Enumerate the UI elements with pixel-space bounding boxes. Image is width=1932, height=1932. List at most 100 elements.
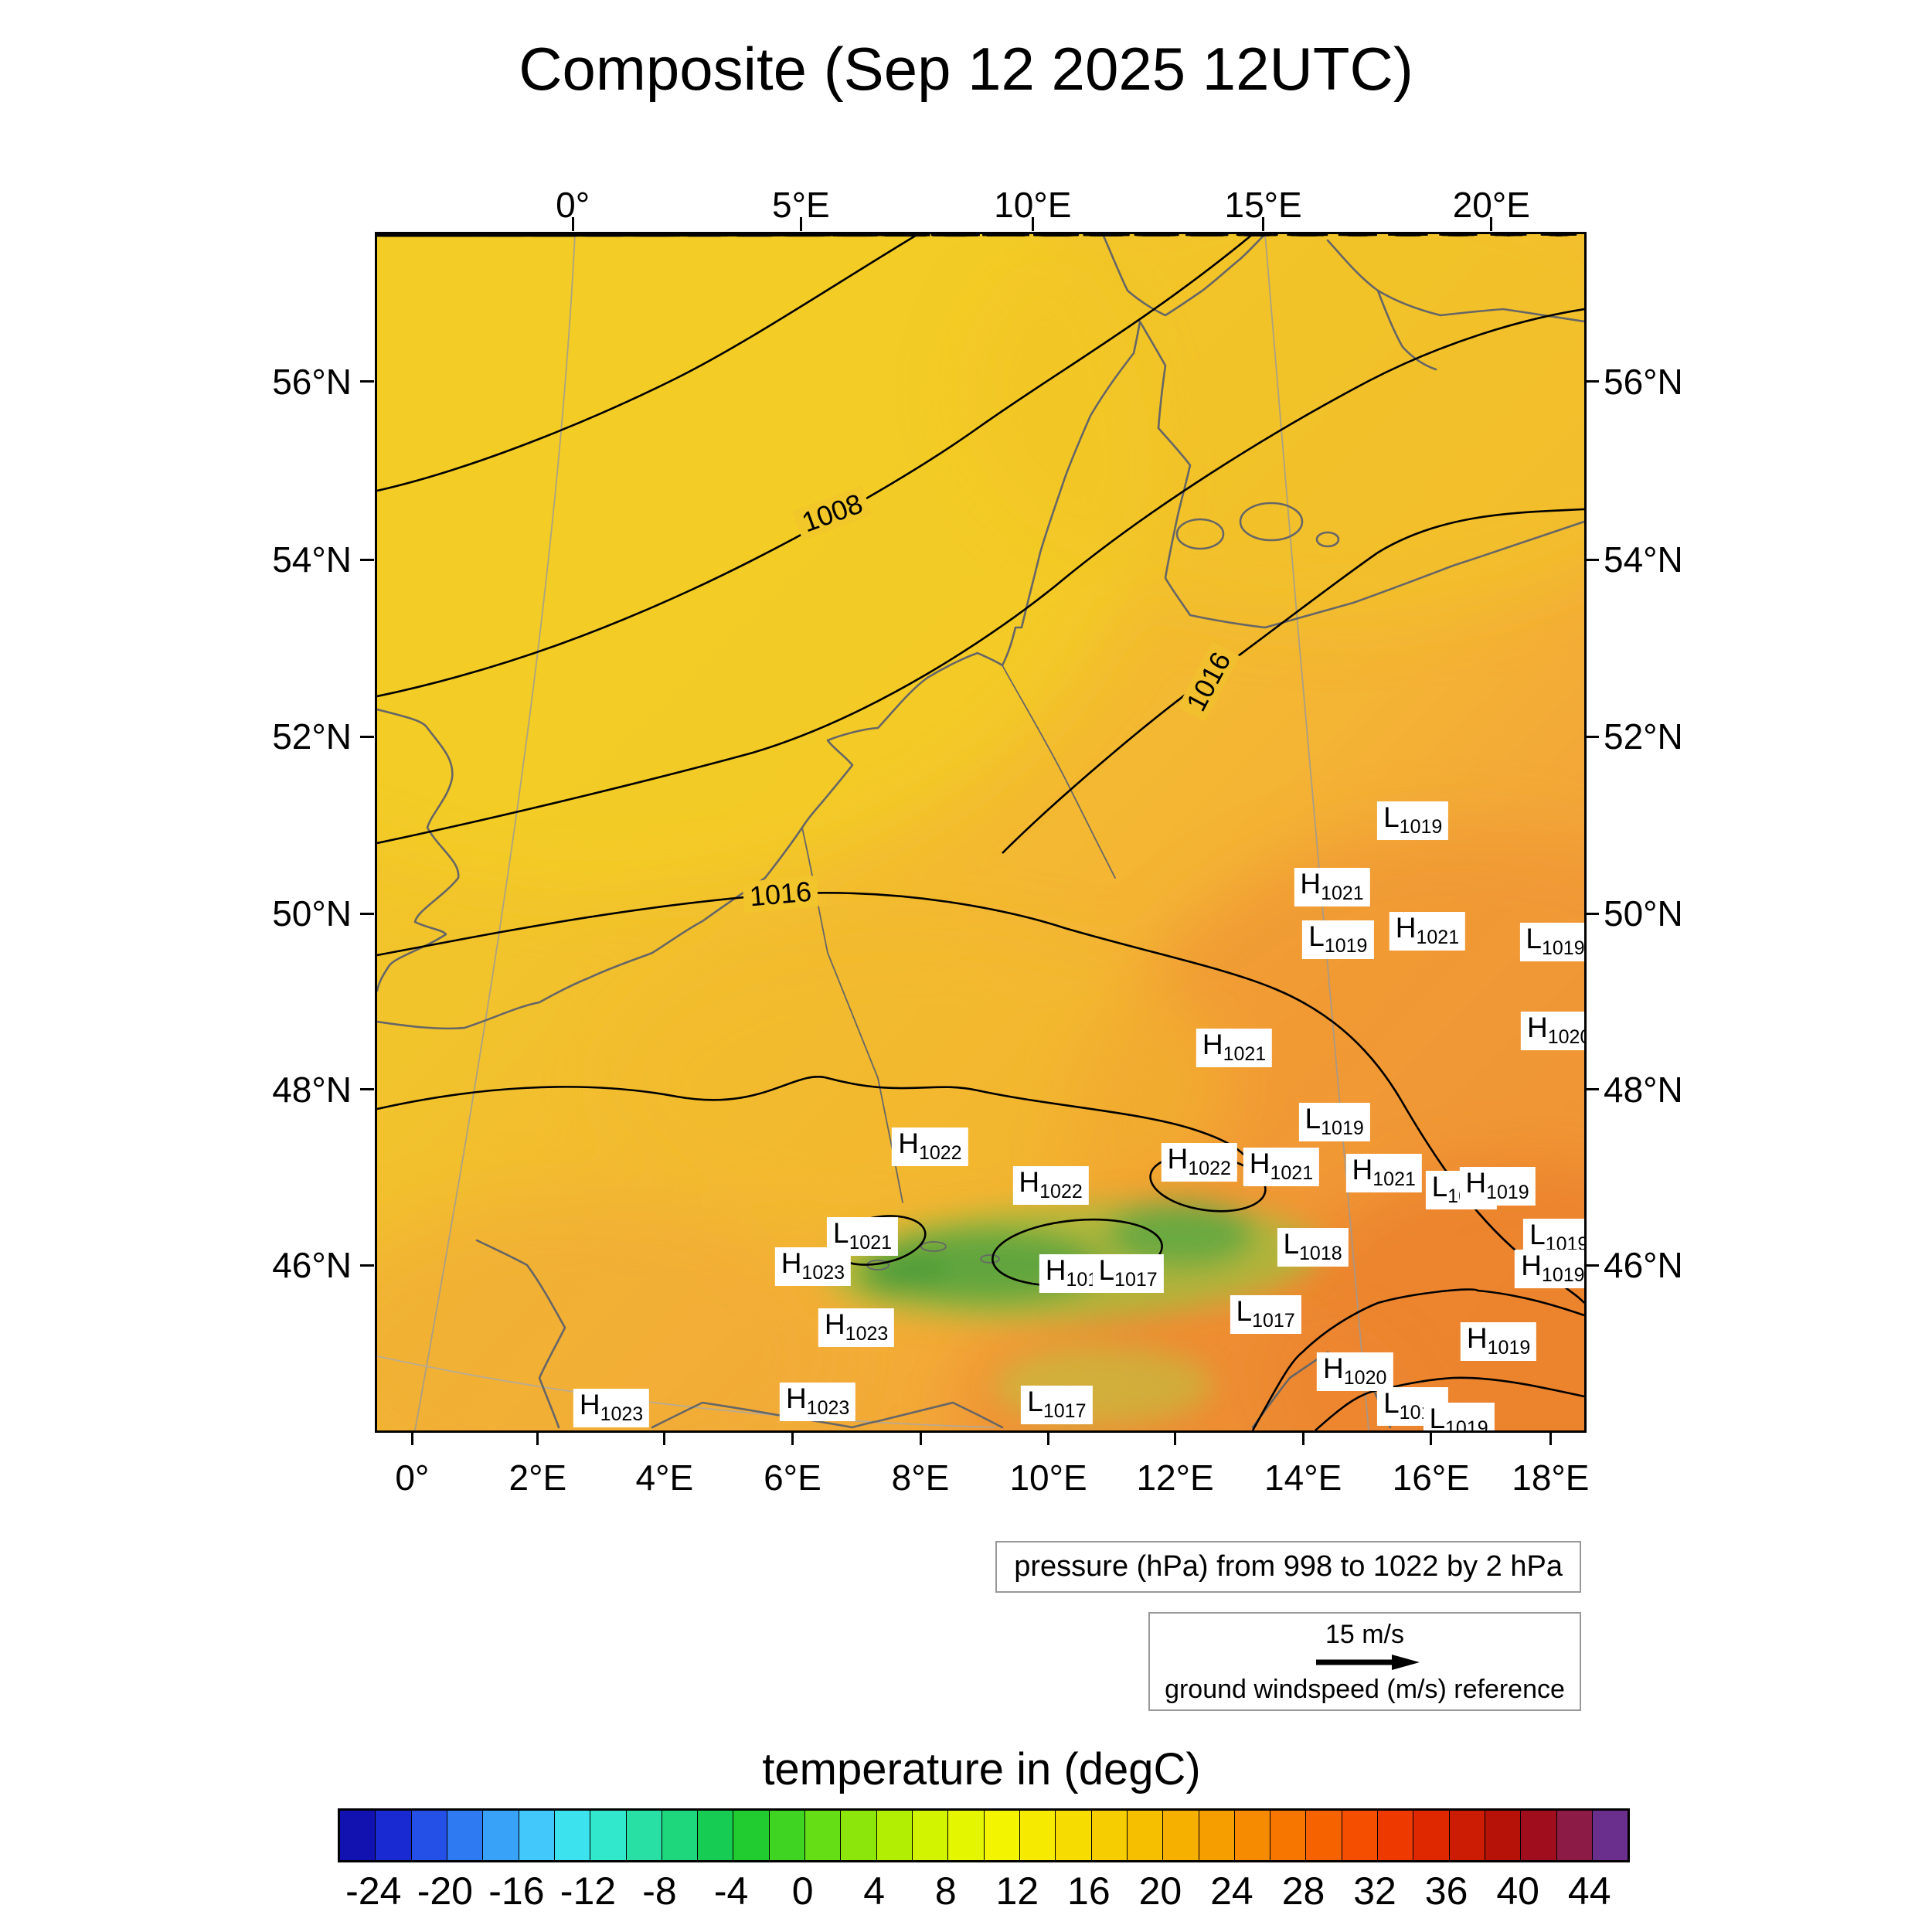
colorbar-cell [1556, 1811, 1593, 1860]
colorbar-cell [1521, 1811, 1557, 1860]
axis-tick-mark [1031, 217, 1034, 231]
colorbar-cell [1413, 1811, 1450, 1860]
axis-tick-label: 48°N [272, 1069, 352, 1110]
colorbar-cell [1234, 1811, 1271, 1860]
axis-tick-label: 52°N [1604, 716, 1683, 757]
axis-tick-mark [1585, 1088, 1599, 1091]
axis-tick-label: 52°N [272, 716, 352, 757]
colorbar-tick-label: 32 [1353, 1869, 1396, 1913]
axis-tick-mark [919, 1431, 922, 1445]
axis-tick-label: 56°N [272, 361, 352, 402]
colorbar-cell [662, 1811, 699, 1860]
colorbar-tick-label: 24 [1210, 1869, 1253, 1913]
colorbar-cell [1091, 1811, 1128, 1860]
colorbar-cell [483, 1811, 519, 1860]
colorbar-tick-label: -8 [642, 1869, 677, 1913]
axis-tick-mark [1301, 1431, 1304, 1445]
axis-tick-label: 46°N [272, 1245, 352, 1286]
isobar-paths [377, 234, 1584, 1430]
colorbar-title: temperature in (degC) [762, 1744, 1201, 1794]
axis-tick-mark [360, 558, 374, 561]
axis-tick-label: 54°N [272, 539, 352, 580]
colorbar-cell [1199, 1811, 1235, 1860]
colorbar-cell [519, 1811, 555, 1860]
colorbar-cell [698, 1811, 734, 1860]
wind-reference-caption: ground windspeed (m/s) reference [1165, 1675, 1565, 1704]
colorbar-cell [984, 1811, 1020, 1860]
axis-tick-mark [360, 735, 374, 738]
colorbar-cell [411, 1811, 447, 1860]
colorbar-cell [590, 1811, 627, 1860]
colorbar-tick-label: -16 [488, 1869, 545, 1913]
axis-tick-mark [1585, 1264, 1599, 1267]
axis-tick-mark [360, 1264, 374, 1267]
graticule-lines [377, 234, 1369, 1430]
axis-tick-mark [410, 1431, 413, 1445]
colorbar-cell [841, 1811, 877, 1860]
colorbar-cell [626, 1811, 662, 1860]
axis-tick-mark [1585, 735, 1599, 738]
colorbar-tick-label: 8 [934, 1869, 957, 1913]
axis-tick-mark [360, 1088, 374, 1091]
colorbar-cell [1485, 1811, 1522, 1860]
colorbar-cell [1163, 1811, 1199, 1860]
colorbar-tick-labels: -24 -20 -16 -12 -8 -4 0 4 8 12 16 20 24 28 32 36 40 44 [338, 1869, 1625, 1915]
axis-tick-label: 2°E [509, 1458, 567, 1498]
axis-tick-mark [1262, 217, 1265, 231]
colorbar-cell [805, 1811, 842, 1860]
colorbar-cell [1127, 1811, 1164, 1860]
pressure-range-note: pressure (hPa) from 998 to 1022 by 2 hPa [995, 1541, 1581, 1593]
colorbar-cell [913, 1811, 949, 1860]
axis-tick-label: 54°N [1604, 539, 1683, 580]
axis-tick-label: 8°E [891, 1458, 950, 1498]
colorbar-cell [1449, 1811, 1485, 1860]
map-canvas: 1008 1016 1016 L1019 H1021 L1019 H1021 L1019 H1… [375, 232, 1587, 1433]
colorbar-tick-label: 36 [1424, 1869, 1468, 1913]
colorbar-tick-label: -4 [713, 1869, 749, 1913]
axis-tick-mark [1585, 912, 1599, 915]
map-graphics [377, 234, 1584, 1430]
colorbar-cell [1592, 1811, 1628, 1860]
axis-tick-label: 48°N [1604, 1069, 1683, 1110]
axis-tick-label: 16°E [1392, 1458, 1470, 1498]
colorbar-tick-label: 16 [1067, 1869, 1111, 1913]
colorbar-cell [948, 1811, 985, 1860]
colorbar-cell [1056, 1811, 1092, 1860]
axis-tick-label: 10°E [1009, 1458, 1087, 1498]
temperature-colorbar [338, 1808, 1630, 1862]
colorbar-tick-label: 20 [1138, 1869, 1182, 1913]
axis-tick-mark [1549, 1431, 1552, 1445]
axis-tick-label: 12°E [1136, 1458, 1214, 1498]
colorbar-tick-label: 40 [1496, 1869, 1539, 1913]
axis-tick-mark [360, 380, 374, 383]
axis-tick-label: 0° [395, 1458, 430, 1498]
colorbar-cell [376, 1811, 412, 1860]
colorbar-cell [1270, 1811, 1307, 1860]
axis-tick-mark [1430, 1431, 1433, 1445]
colorbar-cell [447, 1811, 484, 1860]
colorbar-tick-label: -20 [417, 1869, 473, 1913]
axis-tick-mark [663, 1431, 666, 1445]
axis-tick-mark [536, 1431, 539, 1445]
axis-tick-label: 4°E [635, 1458, 694, 1498]
axis-tick-mark [1047, 1431, 1050, 1445]
colorbar-cell [554, 1811, 591, 1860]
axis-tick-label: 50°N [1604, 893, 1683, 934]
axis-tick-mark [791, 1431, 794, 1445]
colorbar-cell [1378, 1811, 1414, 1860]
colorbar-cell [1019, 1811, 1056, 1860]
axis-tick-mark [1585, 380, 1599, 383]
page-title: Composite (Sep 12 2025 12UTC) [519, 35, 1413, 103]
axis-tick-label: 14°E [1264, 1458, 1342, 1498]
axis-tick-mark [360, 912, 374, 915]
axis-tick-mark [571, 217, 574, 231]
axis-tick-label: 46°N [1604, 1245, 1683, 1286]
axis-tick-label: 18°E [1512, 1458, 1590, 1498]
axis-tick-mark [1174, 1431, 1177, 1445]
colorbar-tick-label: 12 [995, 1869, 1039, 1913]
colorbar-cell [876, 1811, 913, 1860]
wind-reference-arrow-icon [1316, 1655, 1420, 1670]
colorbar-tick-label: -24 [345, 1869, 402, 1913]
colorbar-cell [1306, 1811, 1342, 1860]
